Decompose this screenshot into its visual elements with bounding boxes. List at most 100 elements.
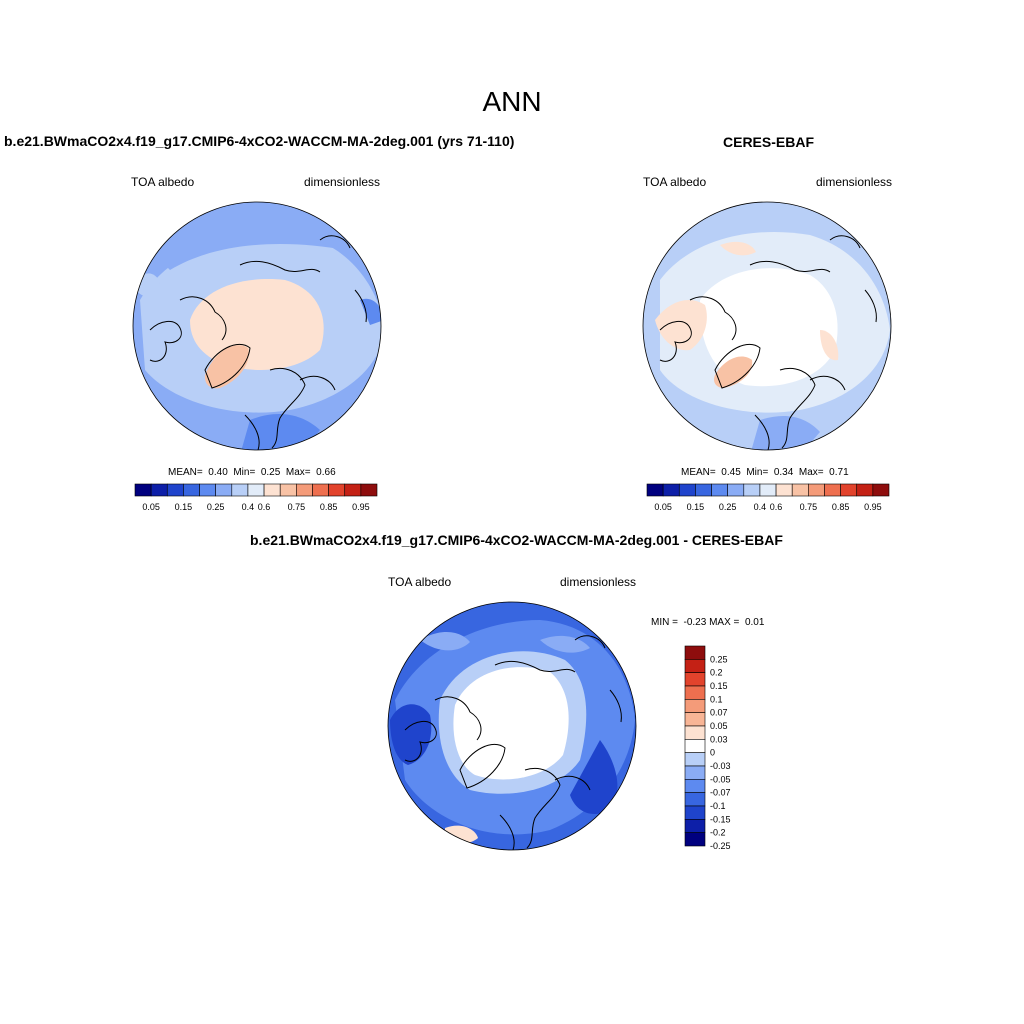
colorbar-tick-label: 0.2 xyxy=(710,668,723,678)
colorbar-swatch xyxy=(840,483,858,497)
colorbar-swatch xyxy=(328,483,346,497)
colorbar-swatch xyxy=(684,659,706,673)
colorbar-swatch xyxy=(775,483,793,497)
colorbar-swatch xyxy=(684,672,706,687)
colorbar-swatch xyxy=(684,699,706,713)
colorbar-tick-label: 0.15 xyxy=(710,681,728,691)
panel-2-stats: MEAN= 0.45 Min= 0.34 Max= 0.71 xyxy=(681,467,849,478)
map-1-border xyxy=(132,201,382,451)
panel-3-title: b.e21.BWmaCO2x4.f19_g17.CMIP6-4xCO2-WACC… xyxy=(250,532,783,548)
colorbar-swatch xyxy=(684,805,706,820)
colorbar-swatch xyxy=(727,483,745,497)
colorbar-tick-label: -0.15 xyxy=(710,814,731,824)
colorbar-swatch xyxy=(646,483,664,497)
colorbar-tick-label: 0.05 xyxy=(710,721,728,731)
map-1 xyxy=(133,202,381,450)
colorbar-swatch xyxy=(743,483,761,497)
colorbar-tick-label: 0.75 xyxy=(800,502,818,512)
colorbar-tick-label: -0.1 xyxy=(710,801,726,811)
colorbar-tick-label: 0.95 xyxy=(864,502,882,512)
panel-1-title: b.e21.BWmaCO2x4.f19_g17.CMIP6-4xCO2-WACC… xyxy=(4,133,515,149)
colorbar-swatch xyxy=(684,739,706,753)
colorbar-swatch xyxy=(684,832,706,847)
colorbar-tick-label: 0.4 xyxy=(242,502,255,512)
panel-1-units: dimensionless xyxy=(304,175,381,189)
colorbar-swatch xyxy=(312,483,329,497)
panel-2-title: CERES-EBAF xyxy=(723,134,815,150)
colorbar-swatch xyxy=(808,483,825,497)
colorbar-swatch xyxy=(134,483,152,497)
colorbar-tick-label: 0.85 xyxy=(320,502,338,512)
colorbar-3: 0.25 0.2 0.15 0.1 0.07 0.05 0.03 0 -0.03 -0.05 -0.… xyxy=(684,645,731,851)
colorbar-swatch xyxy=(684,712,706,727)
panel-2-variable: TOA albedo xyxy=(643,175,707,189)
colorbar-tick-label: 0.25 xyxy=(719,502,737,512)
colorbar-tick-label: 0.05 xyxy=(654,502,672,512)
page-title: ANN xyxy=(482,86,542,117)
colorbar-swatch xyxy=(344,483,362,497)
colorbar-swatch xyxy=(759,483,777,497)
colorbar-tick-label: 0.6 xyxy=(770,502,783,512)
colorbar-tick-label: 0.6 xyxy=(258,502,271,512)
map-3 xyxy=(388,602,636,850)
map-1-coastlines xyxy=(149,235,367,450)
colorbar-swatch xyxy=(360,483,378,497)
colorbar-tick-label: 0.75 xyxy=(288,502,306,512)
colorbar-swatch xyxy=(150,483,168,497)
colorbar-swatch xyxy=(856,483,874,497)
colorbar-swatch xyxy=(684,779,706,793)
colorbar-tick-label: 0.07 xyxy=(710,708,728,718)
colorbar-swatch xyxy=(684,725,706,740)
colorbar-swatch xyxy=(791,483,809,497)
colorbar-tick-label: 0.1 xyxy=(710,694,723,704)
panel-3-units: dimensionless xyxy=(560,575,637,589)
colorbar-tick-label: 0.25 xyxy=(207,502,225,512)
panel-3-stats: MIN = -0.23 MAX = 0.01 xyxy=(651,617,765,628)
colorbar-swatch xyxy=(263,483,281,497)
colorbar-swatch xyxy=(684,645,706,660)
colorbar-swatch xyxy=(183,483,200,497)
panel-1-variable: TOA albedo xyxy=(131,175,195,189)
colorbar-tick-label: 0 xyxy=(710,748,715,758)
map-2-coastlines xyxy=(659,235,877,450)
map-3-border xyxy=(387,601,637,851)
colorbar-swatch xyxy=(872,483,890,497)
colorbar-swatch xyxy=(215,483,233,497)
colorbar-swatch xyxy=(684,819,706,833)
colorbar-swatch xyxy=(684,792,706,807)
colorbar-tick-label: 0.15 xyxy=(175,502,193,512)
colorbar-swatch xyxy=(166,483,184,497)
colorbar-swatch xyxy=(684,752,706,767)
colorbar-tick-label: -0.25 xyxy=(710,841,731,851)
colorbar-swatch xyxy=(247,483,265,497)
colorbar-tick-label: 0.4 xyxy=(754,502,767,512)
colorbar-swatch xyxy=(695,483,712,497)
colorbar-swatch xyxy=(684,765,706,780)
colorbar-tick-label: -0.05 xyxy=(710,774,731,784)
colorbar-swatch xyxy=(231,483,249,497)
colorbar-tick-label: 0.05 xyxy=(142,502,160,512)
colorbar-tick-label: 0.03 xyxy=(710,734,728,744)
colorbar-swatch xyxy=(279,483,297,497)
colorbar-tick-label: 0.85 xyxy=(832,502,850,512)
colorbar-swatch xyxy=(199,483,216,497)
colorbar-1: 0.05 0.15 0.25 0.4 0.6 0.75 0.85 0.95 xyxy=(134,483,378,512)
colorbar-tick-label: 0.15 xyxy=(687,502,705,512)
map-3-coastlines xyxy=(404,635,622,850)
colorbar-swatch xyxy=(684,685,706,700)
panel-3-variable: TOA albedo xyxy=(388,575,452,589)
colorbar-swatch xyxy=(711,483,728,497)
colorbar-tick-label: -0.03 xyxy=(710,761,731,771)
colorbar-2: 0.05 0.15 0.25 0.4 0.6 0.75 0.85 0.95 xyxy=(646,483,890,512)
panel-2-units: dimensionless xyxy=(816,175,893,189)
colorbar-swatch xyxy=(678,483,696,497)
colorbar-tick-label: 0.95 xyxy=(352,502,370,512)
colorbar-swatch xyxy=(662,483,680,497)
colorbar-swatch xyxy=(296,483,313,497)
map-2-border xyxy=(642,201,892,451)
panel-1-stats: MEAN= 0.40 Min= 0.25 Max= 0.66 xyxy=(168,467,336,478)
colorbar-tick-label: -0.2 xyxy=(710,828,726,838)
colorbar-tick-label: 0.25 xyxy=(710,654,728,664)
colorbar-swatch xyxy=(824,483,841,497)
